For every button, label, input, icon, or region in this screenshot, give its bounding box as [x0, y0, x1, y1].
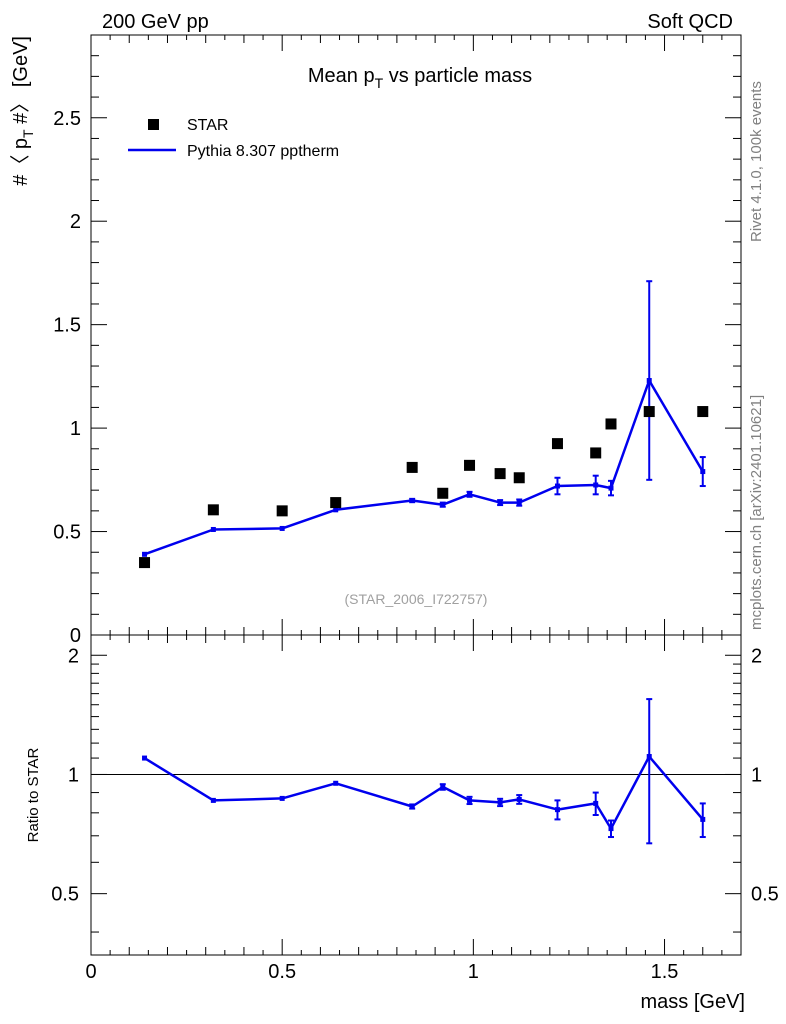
- ratio-y-tick-labels: 0.5 0.5 1 1 2 2: [51, 645, 779, 905]
- legend-star-label: STAR: [187, 117, 228, 134]
- main-ylabel-pre: #〈 p: [10, 138, 32, 186]
- header-right-label: Soft QCD: [647, 11, 733, 33]
- ratio-frame: [90, 634, 742, 956]
- star-point: [494, 468, 506, 480]
- pythia-line: [144, 379, 704, 556]
- main-ylabel-post: #〉 [GeV]: [10, 36, 32, 129]
- mcplots-label: mcplots.cern.ch [arXiv:2401.10621]: [748, 395, 765, 630]
- main-y-tick-labels: 0 0.5 1 1.5 2 2.5: [53, 108, 81, 647]
- legend: STAR Pythia 8.307 pptherm: [128, 117, 339, 160]
- ratio-y-axis-label: Ratio to STAR: [25, 747, 42, 842]
- pythia-point: [333, 507, 339, 513]
- ratio-y-tick-label-right: 2: [751, 645, 762, 667]
- main-title-sub: T: [375, 75, 384, 91]
- main-title-pre: Mean p: [308, 65, 375, 87]
- ratio-ticks: [90, 635, 742, 955]
- star-point: [276, 505, 288, 517]
- star-point: [643, 406, 655, 418]
- analysis-label: (STAR_2006_I722757): [345, 591, 488, 607]
- main-y-tick-label: 2: [70, 211, 81, 233]
- main-panel: 00.511.522.5 Mean pT vs particle mass #〈…: [10, 34, 742, 647]
- legend-star-marker: [148, 119, 159, 130]
- x-axis-label: mass [GeV]: [641, 991, 745, 1013]
- legend-pythia-label: Pythia 8.307 pptherm: [187, 143, 339, 160]
- ratio-line: [143, 755, 704, 830]
- rivet-label: Rivet 4.1.0, 100k events: [748, 81, 765, 242]
- star-point: [590, 447, 602, 459]
- star-series: [139, 406, 709, 569]
- star-point: [697, 406, 709, 418]
- star-point: [207, 504, 219, 516]
- main-title: Mean pT vs particle mass: [308, 65, 532, 91]
- main-y-axis-label: #〈 pT #〉 [GeV]: [10, 36, 36, 186]
- star-point: [605, 418, 617, 430]
- star-point: [406, 461, 418, 473]
- star-point: [139, 557, 151, 569]
- main-title-post: vs particle mass: [383, 65, 532, 87]
- x-tick-label: 1: [468, 961, 479, 983]
- ratio-panel: 0.5 0.5 1 1 2 2 0 0.5 1 1.5 Ratio to STAR mass […: [25, 634, 779, 1013]
- star-point: [513, 472, 525, 484]
- ratio-x-tick-labels: 0 0.5 1 1.5: [85, 961, 678, 983]
- star-point: [437, 487, 449, 499]
- ratio-y-tick-label: 0.5: [51, 884, 79, 906]
- main-y-tick-label: 0: [70, 625, 81, 647]
- pythia-series: [142, 280, 706, 557]
- x-tick-label: 1.5: [651, 961, 679, 983]
- ratio-point: [210, 797, 216, 803]
- star-point: [551, 438, 563, 450]
- main-y-tick-label: 0.5: [53, 522, 81, 544]
- main-ticks: [90, 34, 742, 636]
- ratio-y-tick-label-right: 1: [751, 764, 762, 786]
- pythia-point: [279, 525, 285, 531]
- main-y-tick-label: 1: [70, 418, 81, 440]
- ratio-series: [142, 698, 706, 845]
- star-point: [464, 459, 476, 471]
- main-y-tick-label: 2.5: [53, 108, 81, 130]
- ratio-y-tick-label: 1: [68, 764, 79, 786]
- header-left-label: 200 GeV pp: [102, 11, 209, 33]
- ratio-point: [279, 795, 285, 801]
- star-point: [330, 497, 342, 509]
- x-tick-label: 0: [85, 961, 96, 983]
- ratio-y-tick-label: 2: [68, 645, 79, 667]
- pythia-point: [210, 526, 216, 532]
- x-tick-label: 0.5: [268, 961, 296, 983]
- ratio-point: [333, 780, 339, 786]
- ratio-point: [142, 755, 148, 761]
- ratio-y-tick-label-right: 0.5: [751, 884, 779, 906]
- main-ylabel-sub: T: [20, 129, 36, 138]
- pythia-point: [142, 551, 148, 557]
- main-y-tick-label: 1.5: [53, 315, 81, 337]
